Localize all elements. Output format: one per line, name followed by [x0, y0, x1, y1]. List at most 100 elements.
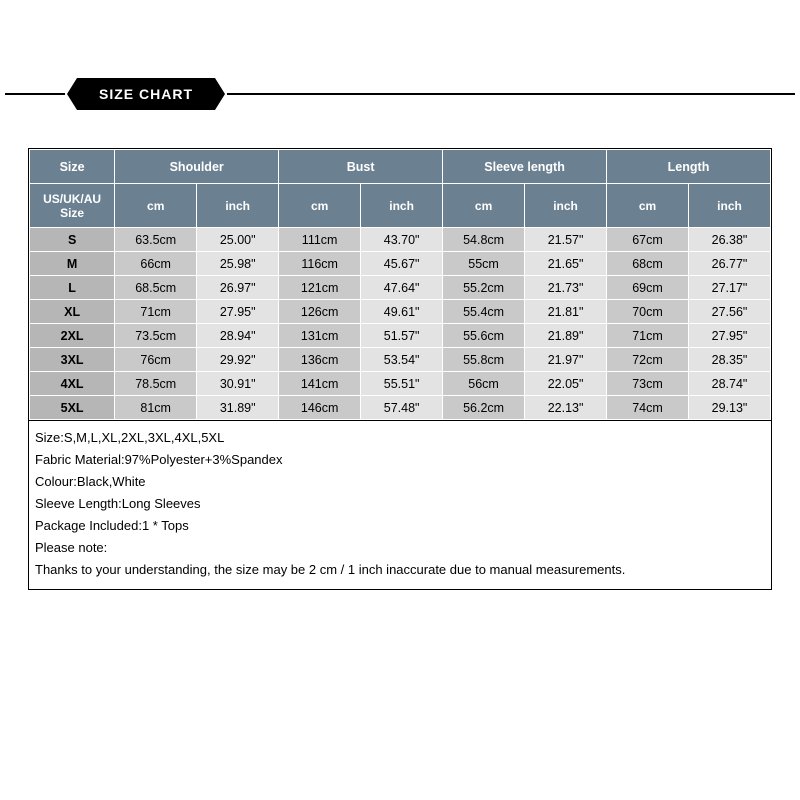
cell-cm: 54.8cm [443, 228, 525, 252]
table-row: 2XL73.5cm28.94"131cm51.57"55.6cm21.89"71… [30, 324, 771, 348]
col-shoulder: Shoulder [115, 150, 279, 184]
table-head: Size Shoulder Bust Sleeve length Length … [30, 150, 771, 228]
cell-cm: 56.2cm [443, 396, 525, 420]
cell-cm: 71cm [115, 300, 197, 324]
cell-inch: 57.48" [361, 396, 443, 420]
cell-inch: 47.64" [361, 276, 443, 300]
cell-inch: 21.81" [525, 300, 607, 324]
sub-length-in: inch [689, 184, 771, 228]
banner-notch-right [215, 78, 225, 110]
table-row: 3XL76cm29.92"136cm53.54"55.8cm21.97"72cm… [30, 348, 771, 372]
cell-size: 4XL [30, 372, 115, 396]
sub-sleeve-cm: cm [443, 184, 525, 228]
cell-cm: 116cm [279, 252, 361, 276]
rule-right [227, 93, 795, 95]
table-body: S63.5cm25.00"111cm43.70"54.8cm21.57"67cm… [30, 228, 771, 420]
size-chart-container: Size Shoulder Bust Sleeve length Length … [28, 148, 772, 590]
sub-bust-cm: cm [279, 184, 361, 228]
cell-cm: 55.6cm [443, 324, 525, 348]
cell-inch: 22.05" [525, 372, 607, 396]
sub-bust-in: inch [361, 184, 443, 228]
cell-inch: 21.57" [525, 228, 607, 252]
table-row: 5XL81cm31.89"146cm57.48"56.2cm22.13"74cm… [30, 396, 771, 420]
cell-cm: 121cm [279, 276, 361, 300]
cell-cm: 126cm [279, 300, 361, 324]
cell-inch: 27.56" [689, 300, 771, 324]
cell-cm: 69cm [607, 276, 689, 300]
cell-inch: 28.74" [689, 372, 771, 396]
table-row: 4XL78.5cm30.91"141cm55.51"56cm22.05"73cm… [30, 372, 771, 396]
sub-length-cm: cm [607, 184, 689, 228]
cell-cm: 55.8cm [443, 348, 525, 372]
col-length: Length [607, 150, 771, 184]
rule-left [5, 93, 65, 95]
cell-cm: 76cm [115, 348, 197, 372]
cell-cm: 72cm [607, 348, 689, 372]
cell-size: L [30, 276, 115, 300]
cell-cm: 67cm [607, 228, 689, 252]
cell-cm: 81cm [115, 396, 197, 420]
cell-cm: 146cm [279, 396, 361, 420]
cell-cm: 73.5cm [115, 324, 197, 348]
cell-inch: 45.67" [361, 252, 443, 276]
sub-shoulder-in: inch [197, 184, 279, 228]
note-line: Colour:Black,White [35, 471, 765, 493]
cell-cm: 68.5cm [115, 276, 197, 300]
sub-size: US/UK/AU Size [30, 184, 115, 228]
cell-inch: 27.95" [689, 324, 771, 348]
note-line: Size:S,M,L,XL,2XL,3XL,4XL,5XL [35, 427, 765, 449]
cell-inch: 26.97" [197, 276, 279, 300]
cell-size: 2XL [30, 324, 115, 348]
cell-cm: 63.5cm [115, 228, 197, 252]
cell-cm: 78.5cm [115, 372, 197, 396]
table-row: XL71cm27.95"126cm49.61"55.4cm21.81"70cm2… [30, 300, 771, 324]
cell-inch: 29.13" [689, 396, 771, 420]
title-badge: SIZE CHART [77, 78, 215, 110]
cell-inch: 22.13" [525, 396, 607, 420]
cell-inch: 51.57" [361, 324, 443, 348]
cell-cm: 66cm [115, 252, 197, 276]
cell-cm: 131cm [279, 324, 361, 348]
table-row: M66cm25.98"116cm45.67"55cm21.65"68cm26.7… [30, 252, 771, 276]
notes-block: Size:S,M,L,XL,2XL,3XL,4XL,5XLFabric Mate… [29, 420, 771, 589]
cell-inch: 43.70" [361, 228, 443, 252]
sub-sleeve-in: inch [525, 184, 607, 228]
note-line: Package Included:1 * Tops [35, 515, 765, 537]
cell-inch: 28.94" [197, 324, 279, 348]
sub-shoulder-cm: cm [115, 184, 197, 228]
cell-cm: 73cm [607, 372, 689, 396]
col-sleeve: Sleeve length [443, 150, 607, 184]
table-row: L68.5cm26.97"121cm47.64"55.2cm21.73"69cm… [30, 276, 771, 300]
cell-inch: 26.77" [689, 252, 771, 276]
cell-inch: 26.38" [689, 228, 771, 252]
cell-size: M [30, 252, 115, 276]
cell-inch: 28.35" [689, 348, 771, 372]
cell-inch: 55.51" [361, 372, 443, 396]
cell-inch: 21.73" [525, 276, 607, 300]
cell-inch: 31.89" [197, 396, 279, 420]
cell-cm: 111cm [279, 228, 361, 252]
size-chart-table: Size Shoulder Bust Sleeve length Length … [29, 149, 771, 420]
cell-size: XL [30, 300, 115, 324]
table-row: S63.5cm25.00"111cm43.70"54.8cm21.57"67cm… [30, 228, 771, 252]
cell-cm: 55.2cm [443, 276, 525, 300]
note-line: Please note: [35, 537, 765, 559]
cell-size: S [30, 228, 115, 252]
cell-inch: 21.89" [525, 324, 607, 348]
cell-cm: 136cm [279, 348, 361, 372]
cell-inch: 25.00" [197, 228, 279, 252]
header-row-1: Size Shoulder Bust Sleeve length Length [30, 150, 771, 184]
cell-size: 3XL [30, 348, 115, 372]
cell-cm: 70cm [607, 300, 689, 324]
cell-inch: 53.54" [361, 348, 443, 372]
header-row-2: US/UK/AU Size cm inch cm inch cm inch cm… [30, 184, 771, 228]
cell-cm: 74cm [607, 396, 689, 420]
cell-inch: 49.61" [361, 300, 443, 324]
cell-inch: 30.91" [197, 372, 279, 396]
cell-inch: 27.17" [689, 276, 771, 300]
note-line: Sleeve Length:Long Sleeves [35, 493, 765, 515]
cell-cm: 56cm [443, 372, 525, 396]
cell-cm: 55.4cm [443, 300, 525, 324]
title-banner: SIZE CHART [5, 78, 795, 110]
cell-inch: 21.97" [525, 348, 607, 372]
